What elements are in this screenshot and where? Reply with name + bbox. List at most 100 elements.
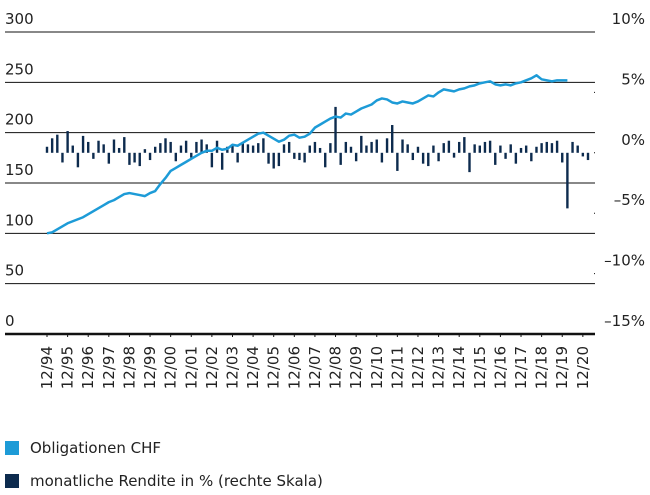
y-tick-label: 50 bbox=[5, 262, 24, 280]
bar bbox=[303, 152, 306, 163]
bar bbox=[272, 152, 275, 169]
bar bbox=[179, 145, 183, 153]
bar bbox=[442, 143, 445, 153]
bar bbox=[107, 152, 111, 164]
x-tick-label: 12/05 bbox=[265, 346, 283, 389]
x-tick-label: 12/97 bbox=[100, 346, 118, 389]
x-tick-label: 12/17 bbox=[512, 346, 530, 389]
x-tick-label: 12/13 bbox=[430, 346, 448, 389]
bar bbox=[200, 139, 203, 153]
x-tick-label: 12/18 bbox=[533, 346, 551, 389]
x-tick-label: 12/96 bbox=[79, 346, 97, 389]
x-tick-label: 12/98 bbox=[120, 346, 138, 389]
bar bbox=[308, 145, 311, 153]
x-tick-label: 12/10 bbox=[368, 346, 386, 389]
bar bbox=[164, 138, 167, 153]
bar bbox=[112, 139, 116, 153]
bar bbox=[401, 139, 404, 153]
y-tick-label: 250 bbox=[5, 60, 34, 78]
bar bbox=[267, 152, 270, 164]
bar bbox=[277, 152, 281, 167]
bar bbox=[318, 147, 322, 153]
bar bbox=[50, 138, 54, 153]
bar bbox=[535, 146, 538, 153]
bar bbox=[421, 152, 425, 164]
bar bbox=[494, 152, 497, 165]
bar bbox=[169, 141, 172, 153]
bar bbox=[586, 152, 590, 161]
bar bbox=[416, 146, 420, 153]
x-tick-label: 12/20 bbox=[574, 346, 592, 389]
bar bbox=[205, 144, 208, 153]
bar bbox=[344, 141, 348, 153]
bar bbox=[488, 140, 492, 153]
x-tick-label: 12/94 bbox=[38, 346, 56, 389]
bar bbox=[159, 143, 162, 153]
bar bbox=[360, 135, 363, 153]
bar bbox=[117, 147, 121, 153]
bar bbox=[411, 152, 415, 161]
bar bbox=[514, 152, 518, 164]
bar bbox=[45, 146, 49, 153]
bar bbox=[370, 141, 373, 153]
bar bbox=[81, 135, 85, 153]
x-tick-label: 12/00 bbox=[162, 346, 180, 389]
bar bbox=[66, 131, 69, 153]
bar bbox=[287, 141, 291, 153]
bar bbox=[231, 145, 234, 153]
bar bbox=[257, 143, 260, 153]
bar bbox=[504, 152, 507, 159]
x-tick-label: 12/16 bbox=[491, 346, 509, 389]
bar bbox=[581, 152, 585, 157]
bar bbox=[313, 141, 317, 153]
bar bbox=[452, 152, 456, 158]
bar bbox=[251, 145, 255, 153]
bar bbox=[349, 146, 353, 153]
x-tick-label: 12/07 bbox=[306, 346, 324, 389]
bar bbox=[463, 137, 466, 153]
y-tick-label: 150 bbox=[5, 161, 34, 179]
y-tick-label: 100 bbox=[5, 211, 34, 229]
bar bbox=[293, 152, 296, 159]
bar bbox=[380, 152, 384, 163]
bar bbox=[236, 152, 239, 163]
bar bbox=[190, 152, 193, 158]
x-tick-label: 12/03 bbox=[223, 346, 241, 389]
bar bbox=[329, 143, 332, 153]
bar bbox=[154, 146, 157, 153]
bar bbox=[76, 152, 80, 168]
bar bbox=[478, 145, 481, 153]
bar bbox=[71, 145, 74, 153]
y-tick-label: 300 bbox=[5, 10, 34, 28]
y2-tick-label: –15% bbox=[604, 312, 645, 330]
x-tick-label: 12/14 bbox=[450, 346, 468, 389]
bar bbox=[339, 152, 342, 165]
bar bbox=[92, 152, 95, 159]
bar bbox=[555, 140, 559, 153]
bar bbox=[576, 145, 579, 153]
y2-tick-label: 5% bbox=[621, 70, 645, 88]
x-tick-label: 12/04 bbox=[244, 346, 262, 389]
bar bbox=[324, 152, 327, 168]
bar bbox=[457, 141, 461, 153]
bar bbox=[447, 140, 451, 153]
bar bbox=[375, 139, 378, 153]
bar bbox=[128, 152, 131, 165]
bar bbox=[566, 152, 569, 209]
bar bbox=[545, 141, 548, 153]
bar bbox=[354, 152, 358, 162]
bar bbox=[550, 143, 554, 153]
x-tick-label: 12/19 bbox=[553, 346, 571, 389]
bar bbox=[298, 152, 301, 161]
bar bbox=[195, 141, 198, 153]
bar bbox=[282, 144, 286, 153]
legend-text: monatliche Rendite in % (rechte Skala) bbox=[30, 472, 323, 490]
y2-tick-label: 10% bbox=[612, 10, 645, 28]
x-tick-label: 12/02 bbox=[203, 346, 221, 389]
bar bbox=[138, 152, 141, 167]
bar bbox=[396, 152, 399, 171]
bar bbox=[241, 141, 244, 153]
x-tick-label: 12/11 bbox=[388, 346, 406, 389]
bar bbox=[468, 152, 471, 173]
